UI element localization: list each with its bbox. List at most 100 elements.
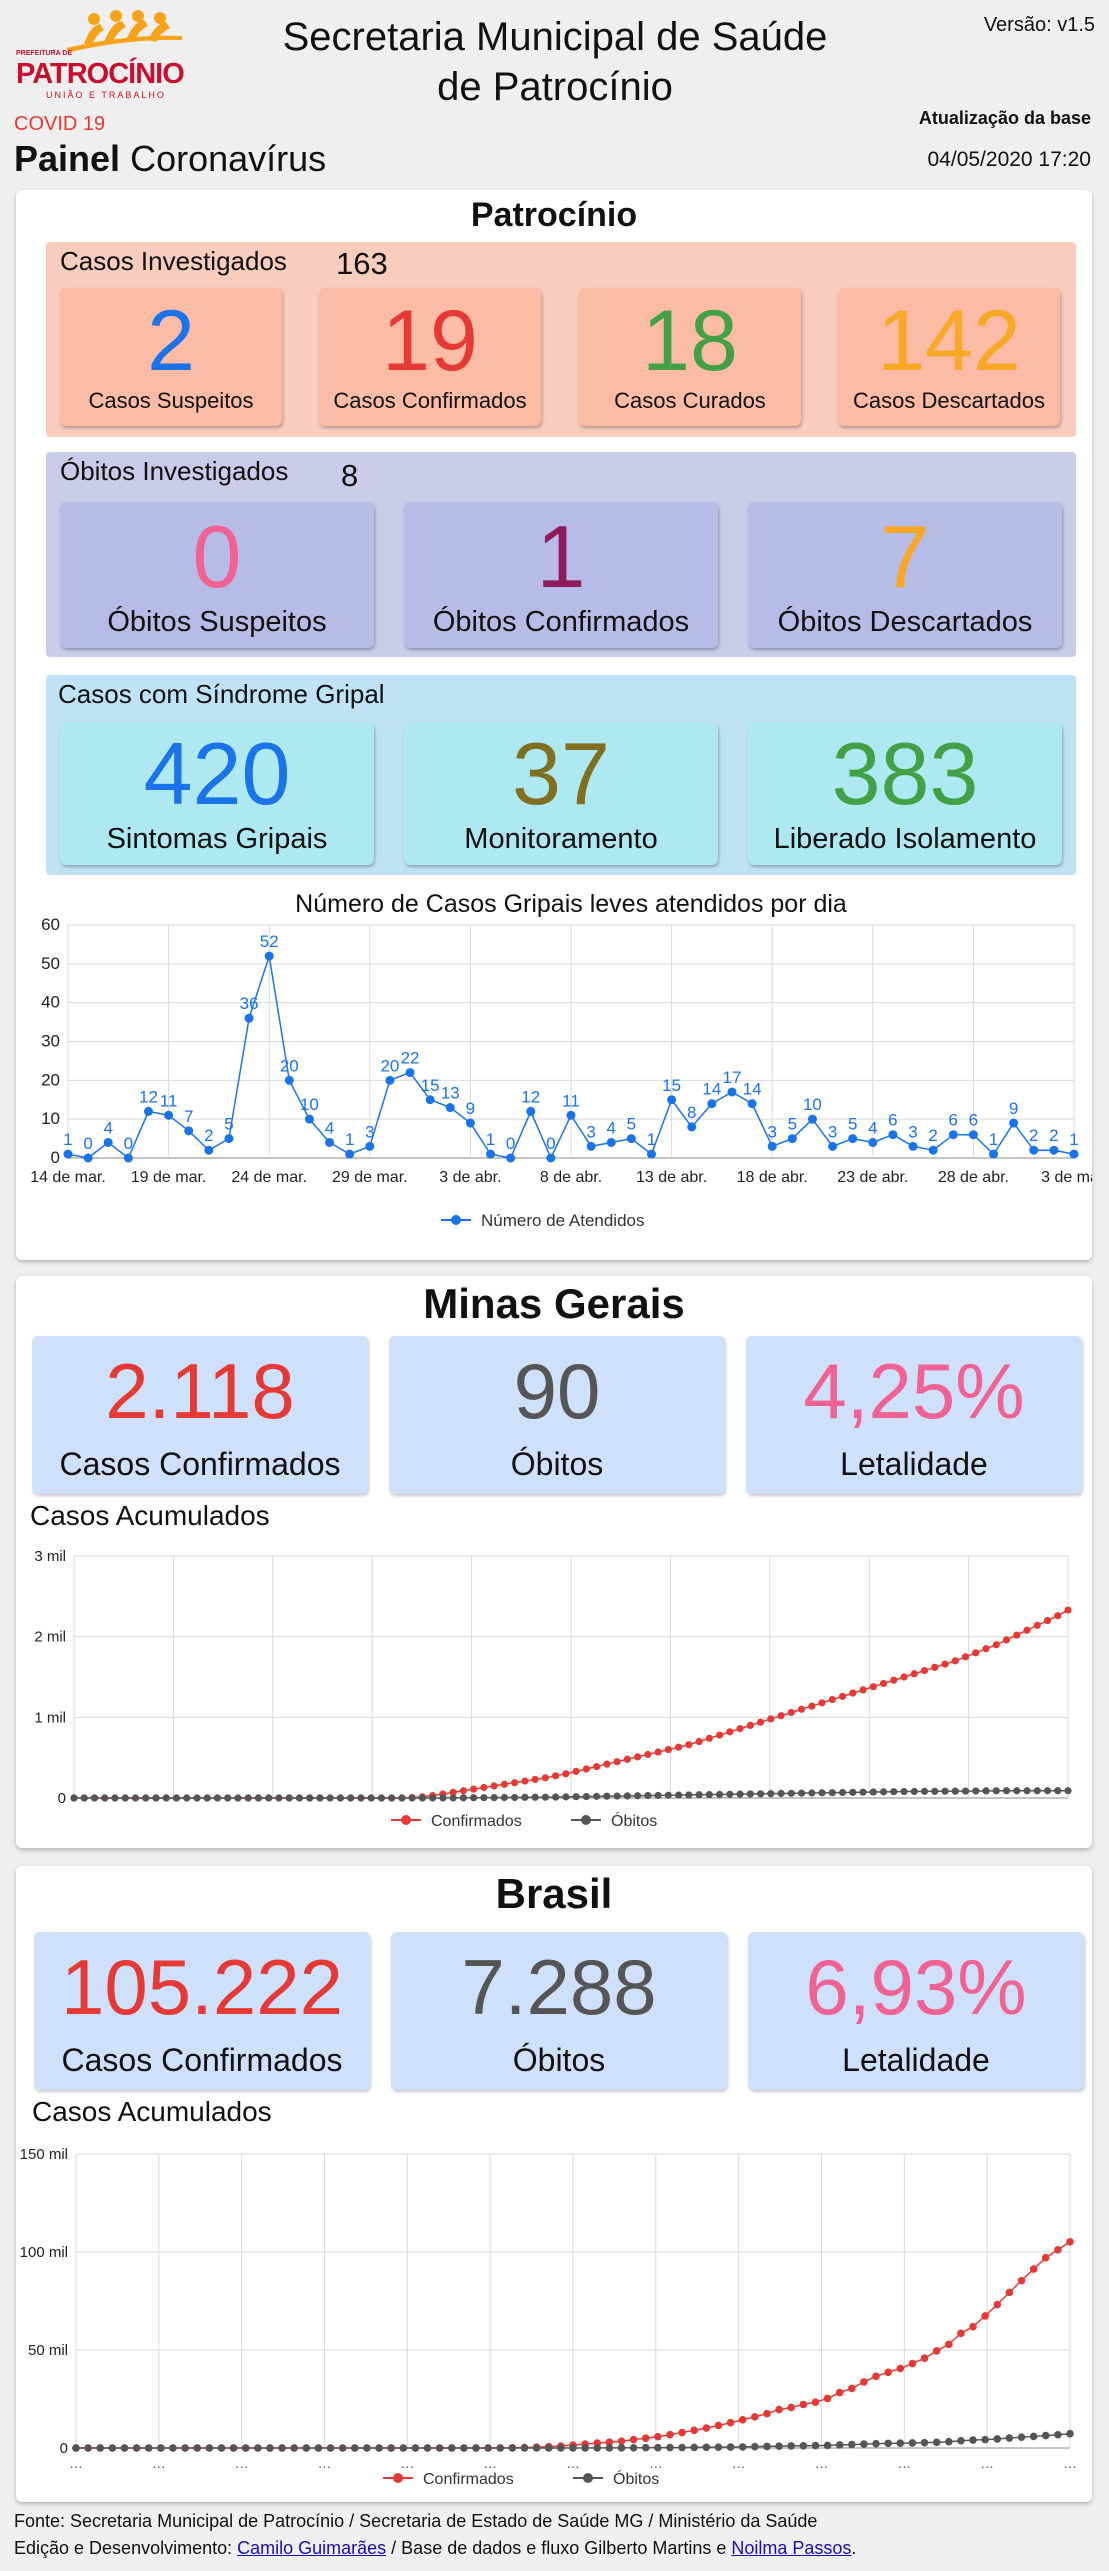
data-point (480, 1794, 488, 1802)
data-point (981, 2435, 989, 2444)
data-point (787, 1789, 795, 1797)
data-point (411, 2444, 420, 2452)
page-title-line1: Secretaria Municipal de Saúde (282, 15, 828, 59)
data-point (714, 2421, 723, 2430)
casos-investigados-count: 163 (336, 246, 388, 281)
tile-casos-curados-label: Casos Curados (614, 388, 766, 413)
data-point (408, 1794, 416, 1802)
data-point (968, 1130, 978, 1140)
data-point (244, 1013, 254, 1023)
data-point (314, 2444, 323, 2452)
people-emblem-icon (66, 10, 182, 52)
data-label: 10 (803, 1095, 822, 1114)
data-point (1023, 1787, 1031, 1795)
author-link-camilo[interactable]: Camilo Guimarães (237, 2538, 387, 2558)
data-point (860, 2440, 868, 2448)
data-point (799, 2400, 808, 2409)
brasil-card: Brasil 105.222 Casos Confirmados 7.288 Ó… (16, 1866, 1092, 2502)
tile-casos-descartados: 142 Casos Descartados (838, 288, 1060, 426)
data-point (213, 1794, 222, 1802)
data-point (617, 2444, 626, 2452)
y-tick-label: 30 (41, 1032, 60, 1051)
data-point (423, 2444, 432, 2452)
data-point (775, 2405, 783, 2414)
y-tick-label: 20 (41, 1070, 60, 1089)
data-point (449, 1794, 457, 1802)
data-point (290, 2444, 298, 2452)
data-label: 5 (788, 1115, 797, 1134)
data-point (1054, 2430, 1062, 2439)
data-point (254, 1794, 263, 1802)
data-point (613, 1792, 621, 1800)
data-point (1054, 1612, 1062, 1620)
data-label: 4 (325, 1118, 334, 1137)
data-point (838, 1692, 847, 1700)
data-point (365, 1141, 375, 1151)
data-point (910, 1670, 918, 1678)
data-point (884, 2368, 892, 2377)
data-point (569, 2444, 577, 2452)
data-point (767, 1790, 775, 1798)
y-tick-label: 40 (41, 993, 60, 1012)
data-point (872, 2372, 880, 2381)
x-tick-label: 19 de mar. (131, 1169, 207, 1186)
data-point (654, 1748, 662, 1756)
data-point (982, 1645, 990, 1653)
chart-title: Número de Casos Gripais leves atendidos … (295, 890, 847, 918)
casos-investigados-label: Casos Investigados (60, 246, 287, 276)
data-point (811, 2441, 820, 2450)
data-label: 5 (224, 1115, 233, 1134)
data-point (480, 1783, 488, 1792)
data-point (183, 1794, 191, 1802)
data-point (715, 1790, 724, 1799)
data-label: 15 (662, 1076, 681, 1095)
tile-monitoramento-label: Monitoramento (464, 823, 658, 855)
data-point (848, 2440, 856, 2449)
data-point (767, 1141, 777, 1151)
data-point (470, 1794, 478, 1802)
data-point (707, 1099, 717, 1109)
data-point (582, 1792, 590, 1801)
y-tick-label: 100 mil (20, 2244, 68, 2261)
data-point (654, 2443, 662, 2452)
minas-stat-confirmados: 2.118 Casos Confirmados (32, 1336, 368, 1494)
data-point (520, 2444, 529, 2452)
data-label: 1 (647, 1130, 656, 1149)
data-label: 2 (204, 1126, 213, 1145)
page-title-line2: de Patrocínio (437, 65, 673, 109)
data-point (472, 2444, 480, 2452)
minas-stat-letalidade-label: Letalidade (840, 1446, 988, 1482)
data-point (888, 1130, 898, 1140)
x-tick-label: 14 de mar. (30, 1169, 106, 1186)
author-link-noilma[interactable]: Noilma Passos (731, 2538, 852, 2558)
data-point (1043, 1616, 1052, 1625)
data-point (634, 1753, 642, 1761)
data-point (972, 1787, 980, 1795)
data-point (993, 2435, 1002, 2443)
data-point (981, 2312, 989, 2320)
data-point (439, 1794, 447, 1802)
data-point (957, 2436, 965, 2445)
data-point (835, 2441, 844, 2449)
data-point (388, 1794, 396, 1802)
brasil-stat-letalidade: 6,93% Letalidade (748, 1932, 1084, 2090)
sindrome-gripal-label: Casos com Síndrome Gripal (58, 679, 385, 709)
data-point (526, 1106, 536, 1116)
data-point (224, 1794, 232, 1802)
data-point (1029, 1145, 1039, 1155)
data-point (859, 1788, 867, 1796)
data-point (626, 1134, 636, 1144)
data-point (285, 1794, 293, 1802)
data-point (254, 2444, 262, 2452)
data-point (1041, 2431, 1050, 2440)
data-point (848, 2384, 856, 2393)
data-label: 1 (989, 1130, 998, 1149)
data-point (241, 2444, 250, 2452)
data-point (557, 2444, 565, 2452)
legend-swatch-dot (451, 1215, 461, 1225)
data-point (326, 2444, 335, 2452)
minas-stat-obitos-value: 90 (513, 1347, 601, 1435)
data-point (751, 2442, 759, 2451)
data-point (799, 2442, 808, 2450)
brasil-stat-letalidade-label: Letalidade (842, 2042, 990, 2078)
